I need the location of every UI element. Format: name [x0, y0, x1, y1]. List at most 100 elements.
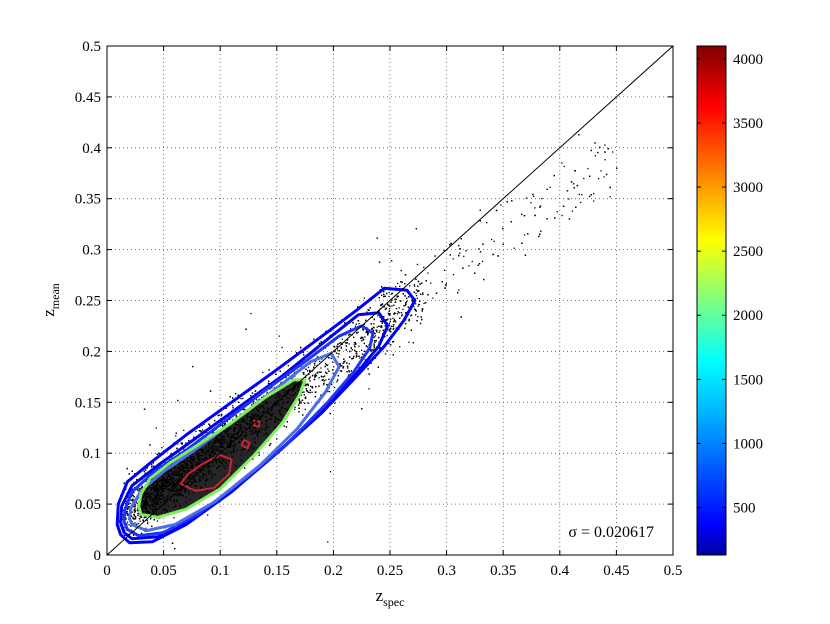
scatter-point — [405, 303, 407, 305]
scatter-point — [603, 176, 605, 178]
scatter-point — [320, 341, 322, 343]
scatter-point — [152, 462, 154, 464]
scatter-point — [597, 151, 599, 154]
scatter-point — [291, 377, 293, 380]
scatter-point — [214, 419, 216, 422]
scatter-point — [126, 514, 129, 516]
scatter-point — [556, 211, 558, 213]
scatter-point — [221, 424, 223, 426]
scatter-point — [140, 488, 142, 490]
scatter-point — [325, 379, 327, 381]
scatter-point — [278, 335, 280, 337]
scatter-point — [316, 356, 319, 358]
scatter-point — [605, 173, 608, 176]
scatter-point — [521, 242, 523, 244]
scatter-point — [149, 518, 152, 520]
scatter-point — [419, 322, 422, 325]
scatter-point — [383, 306, 385, 308]
scatter-point — [374, 335, 377, 337]
scatter-point — [546, 188, 548, 190]
scatter-point — [252, 458, 254, 460]
scatter-point — [242, 409, 244, 411]
scatter-point — [415, 292, 417, 295]
scatter-point — [328, 378, 330, 380]
scatter-point — [373, 346, 375, 348]
scatter-point — [145, 469, 147, 471]
scatter-point — [330, 357, 332, 360]
scatter-point — [139, 520, 141, 522]
scatter-point — [541, 197, 543, 200]
scatter-point — [176, 447, 178, 450]
scatter-point — [147, 521, 149, 523]
scatter-point — [137, 514, 139, 516]
scatter-point — [224, 424, 226, 426]
scatter-point — [388, 328, 390, 331]
scatter-point — [390, 331, 392, 333]
scatter-point — [493, 240, 495, 242]
scatter-point — [315, 375, 318, 377]
scatter-point — [422, 308, 424, 310]
scatter-point — [352, 322, 354, 324]
scatter-point — [394, 312, 396, 314]
scatter-point — [580, 201, 582, 204]
scatter-point — [399, 317, 401, 319]
scatter-point — [133, 491, 135, 494]
scatter-point — [411, 300, 414, 302]
scatter-point — [131, 511, 133, 513]
scatter-point — [240, 398, 242, 400]
scatter-point — [143, 516, 146, 519]
scatter-point — [349, 350, 351, 353]
scatter-point — [389, 328, 391, 331]
scatter-point — [594, 155, 596, 157]
scatter-point — [387, 318, 389, 320]
scatter-point — [218, 414, 220, 416]
scatter-point — [127, 508, 129, 510]
scatter-point — [328, 391, 331, 393]
scatter-point — [355, 353, 357, 355]
scatter-point — [130, 525, 132, 527]
scatter-point — [394, 320, 396, 322]
scatter-point — [351, 349, 353, 351]
scatter-point — [465, 250, 467, 252]
scatter-point — [314, 391, 316, 393]
scatter-point — [406, 297, 408, 300]
scatter-point — [521, 213, 523, 215]
scatter-point — [332, 372, 334, 374]
scatter-point — [370, 323, 372, 325]
scatter-point — [572, 183, 575, 185]
scatter-point — [325, 364, 327, 366]
scatter-point — [132, 534, 135, 536]
scatter-point — [372, 329, 374, 331]
scatter-point — [389, 320, 391, 322]
scatter-point — [355, 343, 357, 345]
scatter-point — [130, 515, 133, 517]
scatter-point — [400, 312, 403, 314]
scatter-point — [136, 479, 138, 481]
scatter-point — [388, 308, 391, 310]
scatter-point — [395, 286, 397, 288]
scatter-point — [402, 293, 404, 295]
scatter-point — [300, 365, 302, 368]
scatter-point — [153, 519, 155, 521]
scatter-point — [419, 283, 421, 285]
scatter-point — [376, 331, 378, 333]
scatter-point — [372, 349, 374, 351]
scatter-point — [269, 443, 272, 445]
scatter-point — [136, 488, 138, 490]
scatter-point — [397, 311, 399, 313]
scatter-point — [307, 366, 310, 369]
scatter-point — [468, 265, 470, 267]
scatter-point — [127, 507, 129, 509]
scatter-point — [301, 391, 303, 394]
scatter-point — [288, 374, 290, 377]
scatter-point — [324, 362, 327, 365]
scatter-point — [352, 357, 354, 359]
scatter-point — [355, 351, 357, 353]
scatter-point — [285, 376, 287, 379]
scatter-point — [373, 323, 375, 325]
scatter-point — [404, 295, 406, 297]
scatter-point — [361, 353, 364, 355]
scatter-point — [304, 397, 307, 399]
scatter-point — [252, 401, 255, 403]
scatter-point — [415, 314, 417, 316]
